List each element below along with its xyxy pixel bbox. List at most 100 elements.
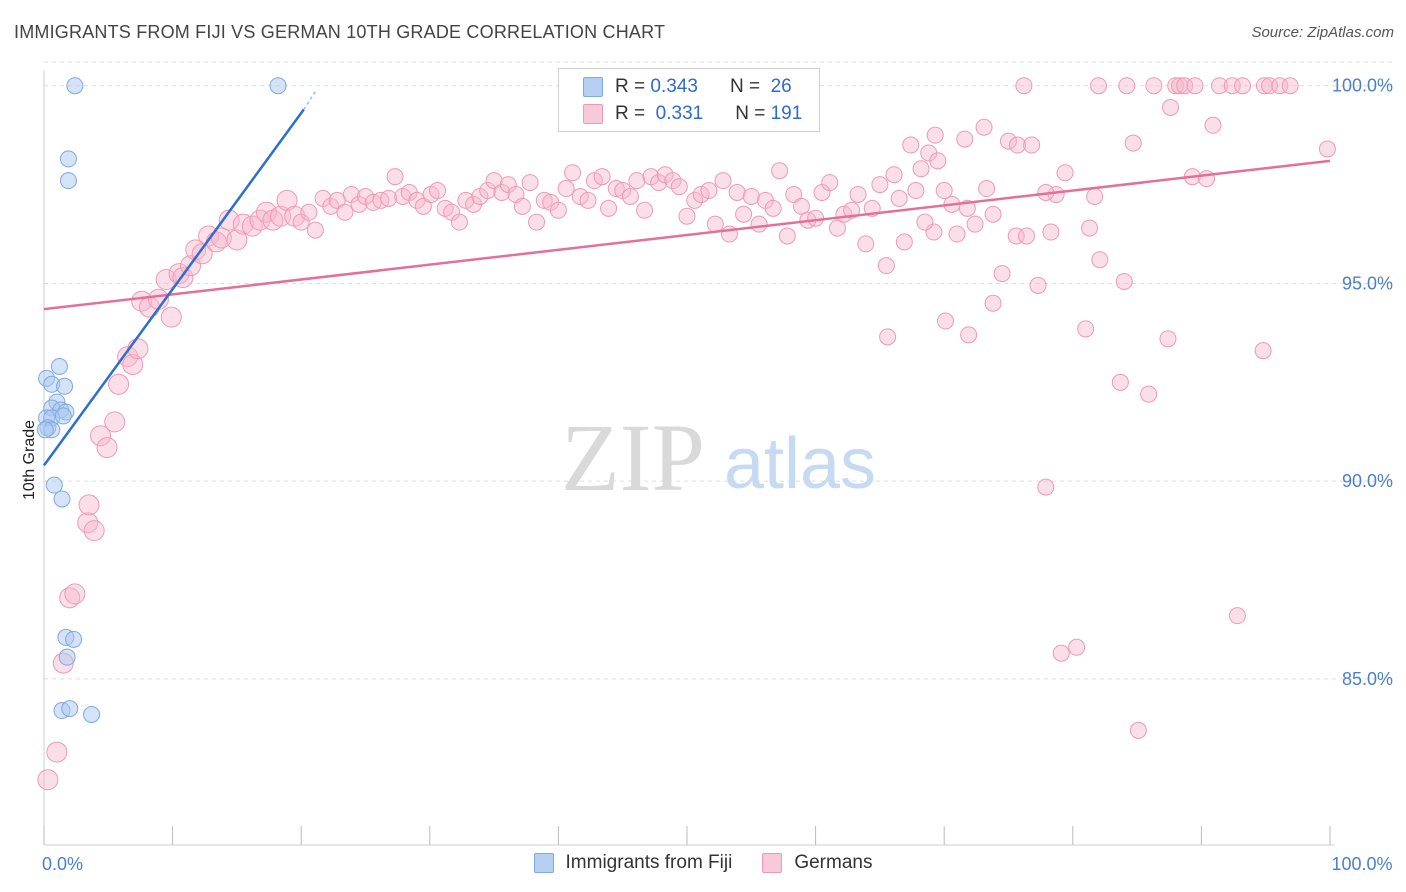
germans-point: [328, 191, 346, 209]
y-tick-label: 85.0%: [1342, 669, 1393, 689]
germans-point: [1077, 320, 1095, 338]
fiji-r-value: 0.343: [650, 76, 698, 97]
germans-point: [1091, 251, 1109, 269]
germans-point: [966, 215, 984, 233]
germans-point: [742, 187, 760, 205]
germans-point: [871, 176, 889, 194]
germans-point: [1037, 478, 1055, 496]
fiji-legend-label: Immigrants from Fiji: [565, 852, 733, 873]
germans-point: [1167, 77, 1185, 95]
germans-point: [1234, 77, 1252, 95]
germans-point: [1228, 607, 1246, 625]
x-tick-label: 100.0%: [1331, 854, 1392, 874]
germans-point: [912, 160, 930, 178]
germans-point: [686, 191, 704, 209]
legend-item-fiji[interactable]: Immigrants from Fiji: [533, 852, 733, 874]
germans-point: [916, 213, 934, 231]
fiji-point: [45, 476, 63, 494]
germans-point: [857, 235, 875, 253]
germans-point: [300, 203, 318, 221]
germans-point: [96, 437, 118, 459]
watermark-atlas: atlas: [724, 424, 876, 504]
germans-point: [1204, 116, 1222, 134]
fiji-points: [36, 77, 287, 723]
germans-point: [993, 265, 1011, 283]
fiji-point: [50, 358, 68, 375]
fiji-point: [58, 648, 76, 666]
germans-point: [232, 213, 254, 235]
germans-point: [877, 257, 895, 275]
germans-point: [414, 197, 432, 215]
germans-point: [750, 215, 768, 233]
fiji-point: [61, 700, 79, 718]
germans-point: [1000, 132, 1017, 150]
gridlines: [44, 61, 1392, 680]
germans-point: [907, 182, 925, 200]
germans-point: [728, 184, 746, 201]
watermark-zip: ZIP: [561, 404, 705, 511]
germans-point: [1210, 77, 1228, 95]
germans-point: [792, 197, 810, 215]
germans-point: [1086, 187, 1104, 205]
germans-point: [935, 182, 953, 200]
germans-legend-swatch: [762, 853, 783, 873]
germans-point: [1023, 136, 1041, 154]
fiji-swatch: [583, 77, 603, 97]
germans-point: [1171, 77, 1189, 95]
germans-point: [513, 197, 531, 215]
germans-point: [1124, 134, 1142, 152]
legend-row-fiji: R = 0.343 N = 26: [583, 75, 792, 99]
x-tick-label: 0.0%: [42, 854, 83, 874]
fiji-trend-line: [42, 108, 305, 467]
germans-point: [1198, 170, 1216, 188]
germans-point: [521, 174, 539, 192]
germans-point: [429, 182, 447, 200]
fiji-point: [269, 77, 287, 95]
germans-point: [890, 189, 908, 207]
germans-point: [78, 494, 100, 516]
fiji-point: [36, 421, 54, 439]
germans-point: [108, 373, 130, 395]
legend-row-germans: R = 0.331 N = 191: [583, 102, 802, 126]
series-legend: Immigrants from Fiji Germans: [0, 852, 1406, 874]
y-tick-label: 90.0%: [1342, 471, 1393, 491]
y-tick-label: 100.0%: [1332, 76, 1393, 96]
fiji-n-label: N =: [729, 76, 761, 97]
germans-point: [1281, 77, 1299, 95]
germans-point: [1254, 342, 1272, 360]
germans-point: [1029, 276, 1047, 294]
germans-point: [1140, 385, 1158, 403]
germans-point: [1176, 77, 1194, 95]
legend-item-germans[interactable]: Germans: [762, 852, 872, 874]
watermark: ZIP atlas: [561, 404, 876, 511]
germans-point: [1159, 330, 1177, 348]
germans-point: [948, 225, 966, 243]
germans-point: [636, 201, 654, 219]
germans-point: [585, 172, 603, 190]
germans-point: [621, 187, 639, 205]
fiji-trend-extension: [303, 89, 318, 110]
fiji-point: [59, 172, 77, 190]
fiji-point: [65, 630, 83, 648]
germans-point: [1162, 98, 1180, 116]
germans-point: [1068, 638, 1086, 656]
germans-point: [821, 174, 839, 192]
germans-point: [1081, 219, 1099, 237]
germans-point: [1129, 721, 1147, 739]
fiji-r-label: R =: [615, 76, 646, 97]
germans-point: [226, 229, 248, 251]
germans-point: [700, 182, 718, 200]
germans-point: [528, 213, 546, 231]
germans-point: [607, 180, 625, 198]
germans-point: [479, 182, 497, 200]
germans-point: [984, 205, 1002, 223]
germans-point: [485, 172, 503, 190]
germans-point: [785, 185, 803, 203]
germans-point: [902, 136, 920, 154]
germans-point: [1015, 77, 1033, 95]
germans-point: [1318, 140, 1336, 158]
germans-point: [1007, 227, 1025, 245]
germans-point: [828, 219, 846, 237]
germans-point: [593, 168, 611, 186]
